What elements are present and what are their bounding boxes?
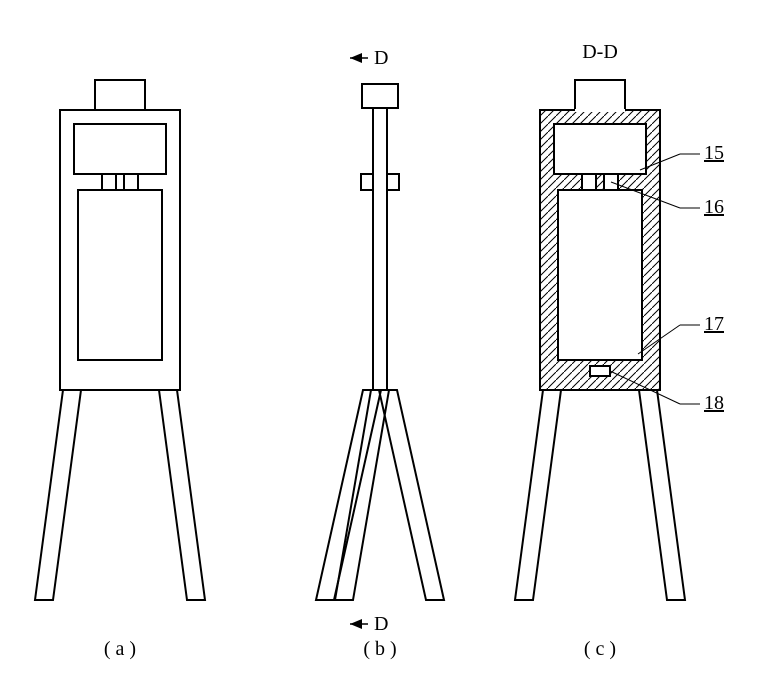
view-a xyxy=(35,80,205,600)
svg-text:D: D xyxy=(374,613,388,635)
view-c: D-D 15 16 17 18 xyxy=(515,41,724,600)
svg-text:17: 17 xyxy=(704,313,724,335)
svg-text:16: 16 xyxy=(704,196,724,218)
svg-text:( b ): ( b ) xyxy=(363,638,396,660)
svg-text:D-D: D-D xyxy=(582,41,618,63)
svg-text:15: 15 xyxy=(704,142,724,164)
svg-text:18: 18 xyxy=(704,392,724,414)
svg-text:( c ): ( c ) xyxy=(584,638,616,660)
svg-text:D: D xyxy=(374,47,388,69)
view-b: DD xyxy=(316,47,444,635)
svg-text:( a ): ( a ) xyxy=(104,638,136,660)
